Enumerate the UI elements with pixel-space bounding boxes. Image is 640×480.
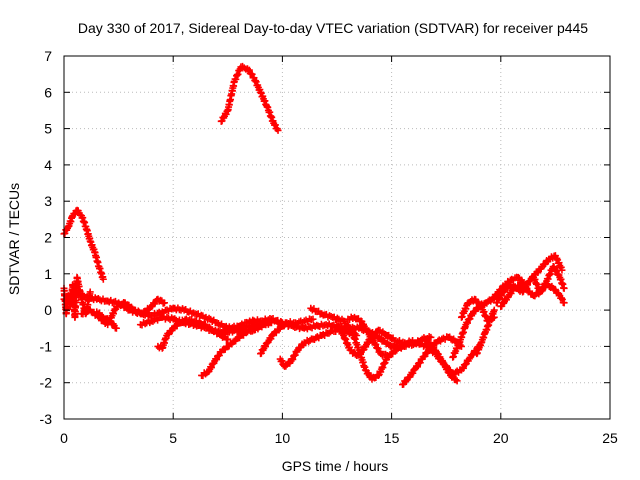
series-arc21 bbox=[473, 306, 498, 358]
data-point bbox=[289, 355, 297, 363]
y-tick-label: 5 bbox=[44, 121, 52, 137]
x-tick-label: 5 bbox=[169, 430, 177, 446]
data-point bbox=[64, 293, 72, 301]
y-tick-label: 2 bbox=[44, 230, 52, 246]
series-arc24 bbox=[530, 263, 568, 296]
data-point bbox=[278, 357, 286, 365]
data-point bbox=[160, 299, 168, 307]
series-arc9 bbox=[198, 319, 271, 380]
data-point bbox=[335, 322, 343, 330]
data-point bbox=[99, 275, 107, 283]
x-tick-label: 25 bbox=[602, 430, 618, 446]
data-point bbox=[213, 356, 221, 364]
data-point bbox=[344, 321, 352, 329]
data-point bbox=[463, 319, 471, 327]
data-point bbox=[274, 126, 282, 134]
y-tick-label: 1 bbox=[44, 266, 52, 282]
data-point bbox=[207, 364, 215, 372]
y-tick-label: -2 bbox=[40, 375, 53, 391]
data-point bbox=[468, 351, 476, 359]
data-point bbox=[245, 66, 253, 74]
data-point bbox=[309, 315, 317, 323]
data-point bbox=[558, 294, 566, 302]
data-point bbox=[165, 330, 173, 338]
series-arc6 bbox=[93, 308, 120, 332]
data-point bbox=[383, 351, 391, 359]
series-arc1 bbox=[217, 62, 282, 134]
data-point bbox=[71, 210, 79, 218]
series-arc4 bbox=[60, 288, 286, 333]
x-tick-label: 20 bbox=[493, 430, 509, 446]
data-point bbox=[215, 351, 223, 359]
data-points bbox=[60, 62, 568, 389]
x-tick-label: 0 bbox=[60, 430, 68, 446]
data-point bbox=[372, 340, 380, 348]
series-arc15 bbox=[344, 313, 391, 359]
data-point bbox=[490, 306, 498, 314]
y-tick-label: 4 bbox=[44, 157, 52, 173]
series-arc8 bbox=[154, 315, 232, 352]
data-point bbox=[413, 363, 421, 371]
y-tick-label: 7 bbox=[44, 48, 52, 64]
y-tick-label: 3 bbox=[44, 193, 52, 209]
y-tick-label: 0 bbox=[44, 302, 52, 318]
data-point bbox=[453, 377, 461, 385]
y-tick-label: -1 bbox=[40, 338, 53, 354]
grid-lines bbox=[64, 56, 610, 419]
y-axis-label: SDTVAR / TECUs bbox=[6, 183, 22, 295]
data-point bbox=[416, 359, 424, 367]
data-point bbox=[452, 376, 460, 384]
y-axis-ticks: -3 -2 -1 0 1 2 3 4 5 6 7 bbox=[40, 48, 610, 427]
data-point bbox=[263, 319, 271, 327]
data-point bbox=[552, 267, 560, 275]
series-arc17 bbox=[405, 336, 483, 378]
data-point bbox=[367, 332, 375, 340]
data-point bbox=[443, 365, 451, 373]
data-point bbox=[271, 121, 279, 129]
chart-title: Day 330 of 2017, Sidereal Day-to-day VTE… bbox=[78, 20, 588, 36]
data-point bbox=[224, 335, 232, 343]
series-arc18 bbox=[420, 335, 461, 385]
data-point bbox=[539, 284, 547, 292]
data-point bbox=[560, 284, 568, 292]
y-tick-label: -3 bbox=[40, 411, 53, 427]
data-point bbox=[560, 299, 568, 307]
data-point bbox=[427, 333, 435, 341]
x-axis-ticks: 0 5 10 15 20 25 bbox=[60, 56, 618, 446]
series-arc2 bbox=[60, 206, 107, 283]
x-axis-label: GPS time / hours bbox=[282, 458, 389, 474]
data-point bbox=[459, 364, 467, 372]
data-point bbox=[112, 324, 120, 332]
x-tick-label: 15 bbox=[384, 430, 400, 446]
y-tick-label: 6 bbox=[44, 84, 52, 100]
x-tick-label: 10 bbox=[275, 430, 291, 446]
data-point bbox=[364, 339, 372, 347]
